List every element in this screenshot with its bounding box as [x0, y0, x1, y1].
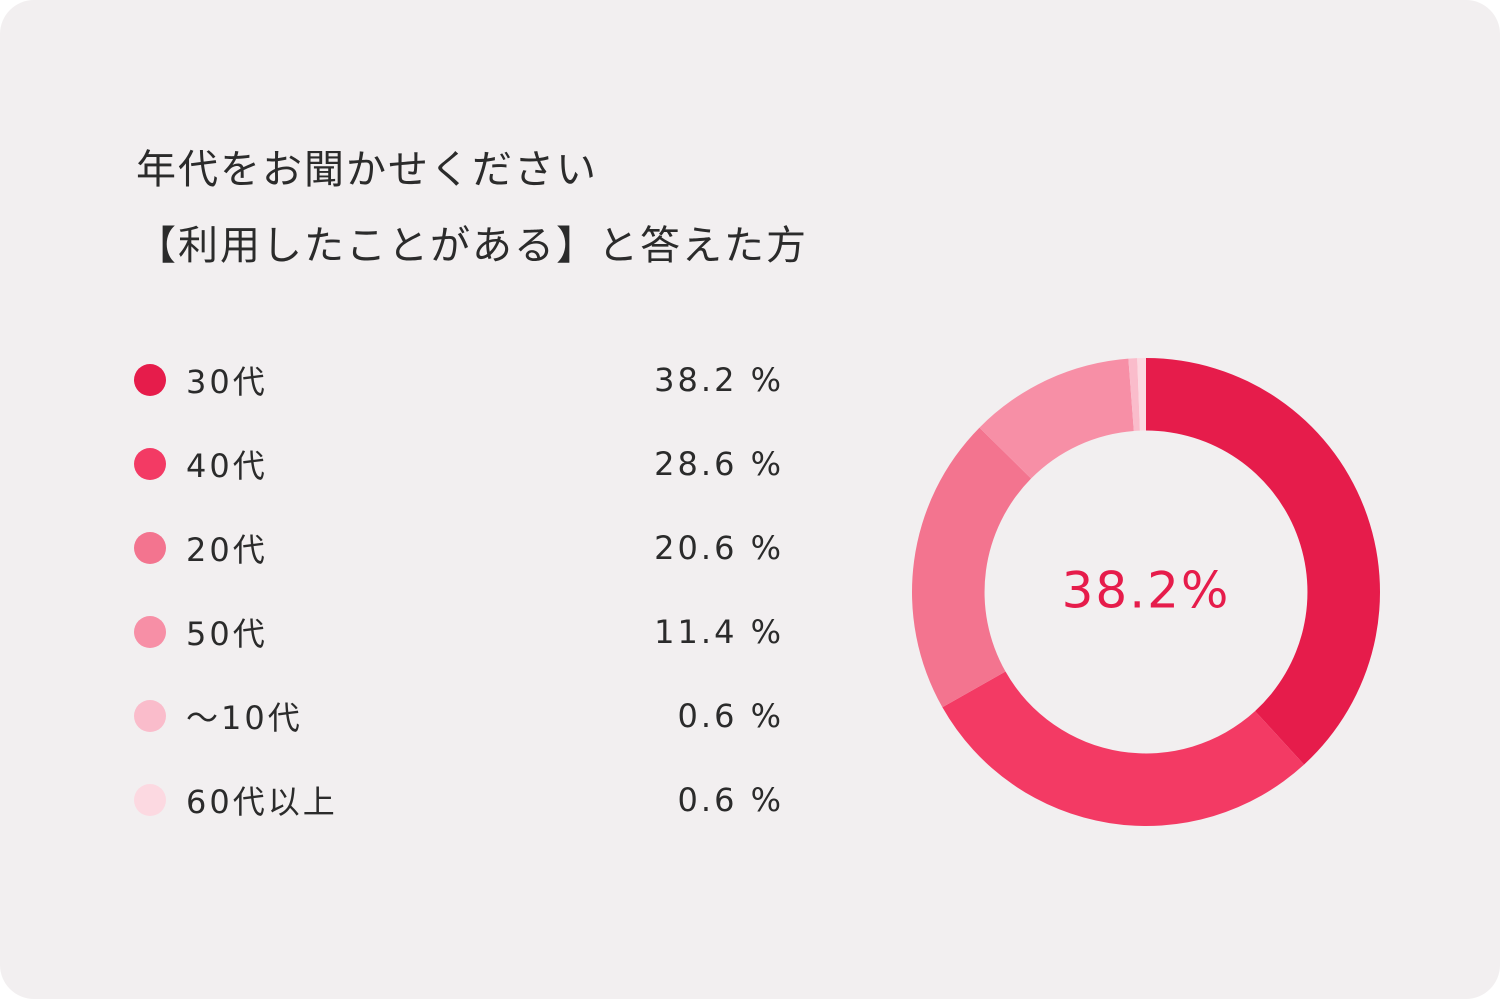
legend-value: 28.6 %	[654, 445, 784, 483]
legend-value: 0.6 %	[677, 781, 784, 819]
legend-label: 40代	[186, 447, 268, 485]
legend: 30代 38.2 % 40代 28.6 % 20代 20.6 % 50代 11.…	[134, 338, 784, 842]
donut-slice	[979, 358, 1134, 479]
donut-slice	[1146, 358, 1380, 765]
legend-item: 40代 28.6 %	[134, 422, 784, 506]
legend-label: ～10代	[186, 699, 303, 737]
legend-swatch	[134, 700, 166, 732]
legend-swatch	[134, 448, 166, 480]
legend-swatch	[134, 784, 166, 816]
legend-label: 50代	[186, 615, 268, 653]
legend-item: 20代 20.6 %	[134, 506, 784, 590]
legend-label: 60代以上	[186, 783, 338, 821]
legend-label: 20代	[186, 531, 268, 569]
legend-item: 60代以上 0.6 %	[134, 758, 784, 842]
donut-center-label: 38.2%	[1062, 562, 1231, 620]
title-line-1: 年代をお聞かせください	[136, 147, 598, 193]
donut-slice	[1137, 358, 1146, 431]
legend-item: ～10代 0.6 %	[134, 674, 784, 758]
legend-value: 38.2 %	[654, 361, 784, 399]
chart-title: 年代をお聞かせください 【利用したことがある】と答えた方	[136, 132, 808, 284]
legend-value: 20.6 %	[654, 529, 784, 567]
legend-swatch	[134, 364, 166, 396]
donut-chart: 38.2%	[912, 358, 1380, 826]
legend-value: 0.6 %	[677, 697, 784, 735]
legend-swatch	[134, 616, 166, 648]
donut-slice	[942, 671, 1305, 826]
legend-label: 30代	[186, 363, 268, 401]
donut-slices	[912, 358, 1380, 826]
legend-value: 11.4 %	[654, 613, 784, 651]
title-line-2: 【利用したことがある】と答えた方	[136, 223, 808, 269]
donut-slice	[1128, 358, 1140, 431]
legend-item: 30代 38.2 %	[134, 338, 784, 422]
legend-swatch	[134, 532, 166, 564]
donut-slice	[912, 427, 1032, 708]
legend-item: 50代 11.4 %	[134, 590, 784, 674]
